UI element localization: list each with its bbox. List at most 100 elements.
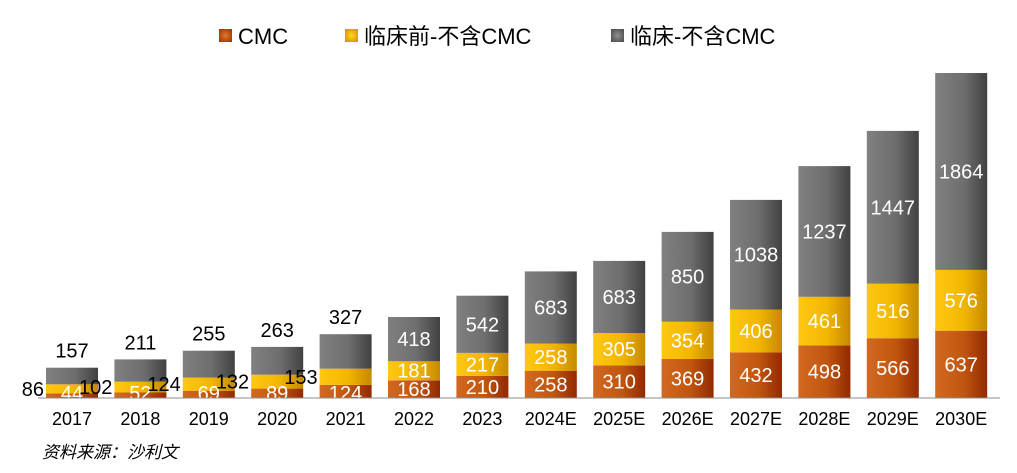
- source-note: 资料来源：沙利文: [42, 443, 178, 463]
- value-label-2023-series-2: 217: [466, 354, 499, 376]
- value-label-2027E-series-2: 406: [739, 321, 772, 343]
- value-label-2028E-series-3: 1237: [802, 221, 847, 243]
- value-label-2027E-series-3: 1038: [734, 245, 779, 267]
- value-label-2024E-series-2: 258: [534, 347, 567, 369]
- legend-swatch-3: [611, 29, 624, 42]
- x-tick-label-2030E: 2030E: [935, 409, 987, 429]
- value-label-2018-series-1: 52: [129, 383, 151, 405]
- value-label-2026E-series-1: 369: [671, 369, 704, 391]
- value-label-2020-series-1: 89: [266, 383, 288, 405]
- bar-2017-series-3: [46, 367, 98, 385]
- bar-2017-series-1: [46, 393, 98, 398]
- value-label-2019-series-2: 124: [147, 374, 180, 396]
- bar-2027E-series-3: [730, 199, 782, 310]
- value-label-2017-series-3: 157: [55, 341, 88, 363]
- x-tick-label-2026E: 2026E: [662, 409, 714, 429]
- x-tick-label-2022: 2022: [394, 409, 434, 429]
- bar-2028E-series-1: [798, 345, 851, 398]
- bar-2023-series-2: [456, 352, 509, 376]
- value-labels: 44 86 157 52 102 211 69 124 255 89 132 263 124 153 327…: [22, 161, 984, 405]
- x-tick-label-2029E: 2029E: [867, 409, 919, 429]
- bar-2028E-series-2: [798, 296, 851, 346]
- value-label-2023-series-3: 542: [466, 314, 499, 336]
- bar-2020-series-2: [251, 374, 304, 389]
- value-label-2029E-series-2: 516: [876, 301, 909, 323]
- bar-2026E-series-1: [661, 359, 714, 398]
- bar-2021-series-3: [319, 334, 372, 369]
- bar-2030E-series-1: [935, 330, 988, 398]
- bar-2020-series-1: [251, 388, 304, 398]
- value-label-2017-series-1: 44: [61, 383, 83, 405]
- bar-2029E-series-3: [866, 130, 919, 284]
- bar-2021-series-2: [319, 368, 372, 385]
- x-tick-label-2018: 2018: [120, 409, 160, 429]
- value-label-2024E-series-3: 683: [534, 297, 567, 319]
- bar-2024E-series-3: [524, 271, 577, 344]
- bar-2030E-series-3: [935, 73, 988, 270]
- value-label-2028E-series-2: 461: [808, 311, 841, 333]
- bar-2027E-series-2: [730, 309, 782, 353]
- x-tick-label-2020: 2020: [257, 409, 297, 429]
- value-label-2019-series-1: 69: [198, 383, 220, 405]
- value-label-2025E-series-2: 305: [603, 339, 636, 361]
- value-label-2029E-series-3: 1447: [871, 197, 916, 219]
- x-tick-label-2019: 2019: [189, 409, 229, 429]
- bars: [46, 73, 988, 398]
- value-label-2022-series-2: 181: [397, 361, 430, 383]
- bar-2028E-series-3: [798, 166, 851, 297]
- bar-2021-series-1: [319, 384, 372, 398]
- bar-2022-series-2: [388, 361, 440, 381]
- value-label-2021-series-3: 327: [329, 307, 362, 329]
- value-label-2030E-series-3: 1864: [939, 161, 984, 183]
- value-label-2022-series-1: 168: [397, 379, 430, 401]
- value-label-2027E-series-1: 432: [739, 365, 772, 387]
- bar-2026E-series-3: [661, 231, 714, 322]
- value-label-2021-series-2: 153: [284, 367, 317, 389]
- legend-label-1: CMC: [238, 24, 288, 49]
- value-label-2018-series-3: 211: [124, 332, 156, 354]
- bar-2022-series-1: [388, 380, 440, 398]
- bar-2017-series-2: [46, 384, 98, 394]
- value-label-2020-series-2: 132: [216, 372, 249, 394]
- bar-2019-series-1: [182, 390, 235, 398]
- legend-swatch-2: [345, 29, 358, 42]
- bar-2024E-series-2: [524, 343, 577, 371]
- value-label-2030E-series-1: 637: [945, 354, 978, 376]
- bar-2029E-series-1: [866, 338, 919, 398]
- value-label-2029E-series-1: 566: [876, 358, 909, 380]
- value-label-2023-series-1: 210: [466, 377, 499, 399]
- value-label-2024E-series-1: 258: [534, 374, 567, 396]
- bar-2023-series-1: [456, 375, 509, 398]
- value-label-2021-series-1: 124: [329, 383, 362, 405]
- x-axis-ticks: 2017 2018 2019 2020 2021 2022 2023 2024E 2025E 20…: [52, 409, 987, 429]
- bar-2029E-series-2: [866, 283, 919, 339]
- bar-2019-series-2: [182, 377, 235, 391]
- bar-2025E-series-3: [593, 260, 646, 333]
- value-label-2018-series-2: 102: [79, 377, 112, 399]
- value-label-2020-series-3: 263: [261, 320, 294, 342]
- value-label-2026E-series-2: 354: [671, 330, 704, 352]
- x-tick-label-2028E: 2028E: [798, 409, 850, 429]
- value-label-2026E-series-3: 850: [671, 267, 704, 289]
- bar-2024E-series-1: [524, 370, 577, 398]
- value-label-2028E-series-1: 498: [808, 362, 841, 384]
- x-tick-label-2024E: 2024E: [525, 409, 577, 429]
- value-label-2022-series-3: 418: [397, 329, 430, 351]
- bar-2026E-series-2: [661, 321, 714, 359]
- x-tick-label-2027E: 2027E: [730, 409, 782, 429]
- bar-2025E-series-1: [593, 365, 646, 398]
- bar-2023-series-3: [456, 295, 509, 353]
- legend-swatch-1: [219, 29, 232, 42]
- bar-2027E-series-1: [730, 352, 782, 398]
- bar-2020-series-3: [251, 346, 304, 375]
- bar-2019-series-3: [182, 350, 235, 378]
- bar-2018-series-2: [114, 381, 167, 393]
- legend-label-2: 临床前-不含CMC: [364, 24, 532, 49]
- bar-2018-series-1: [114, 392, 167, 398]
- x-tick-label-2021: 2021: [326, 409, 366, 429]
- x-tick-label-2023: 2023: [462, 409, 502, 429]
- bar-2022-series-3: [388, 317, 440, 362]
- value-label-2017-series-2: 86: [22, 379, 44, 401]
